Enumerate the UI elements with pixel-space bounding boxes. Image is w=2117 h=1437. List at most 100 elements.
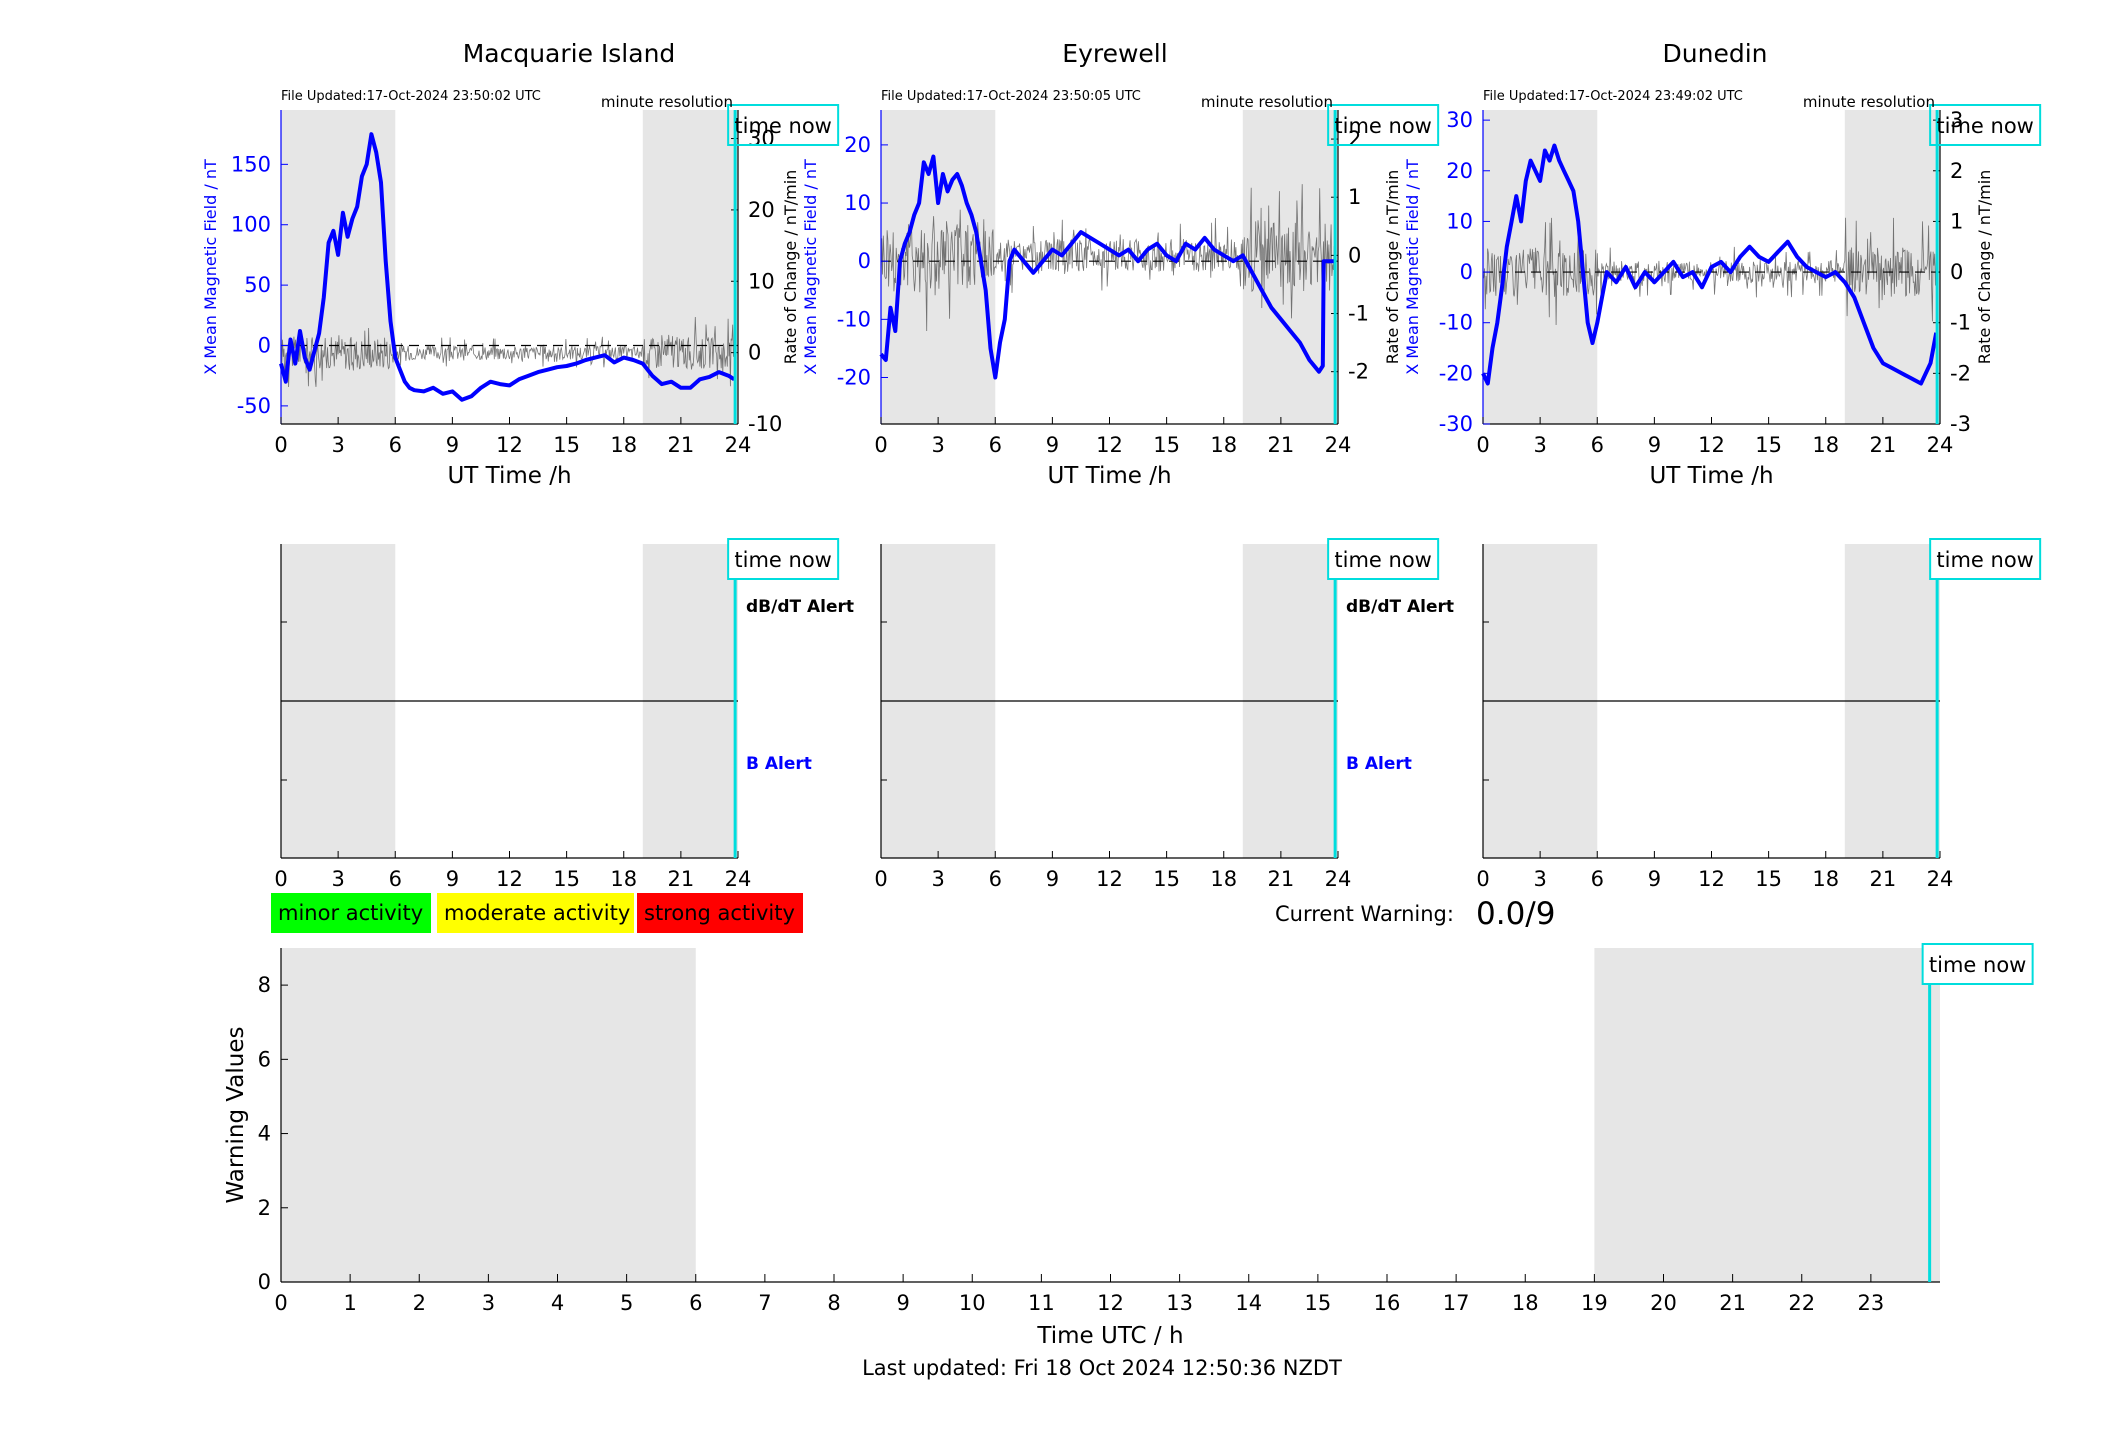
y-tick-label: -10: [837, 307, 871, 331]
x-tick-label: 6: [389, 433, 402, 457]
legend-minor-label: minor activity: [278, 901, 423, 925]
panel-title-eyrewell: Eyrewell: [1062, 39, 1167, 68]
x-tick-label: 11: [1028, 1291, 1055, 1315]
y-tick-label: 100: [231, 213, 271, 237]
y-tick-label: 50: [244, 273, 271, 297]
x-tick-label: 3: [331, 433, 344, 457]
y-axis-label: X Mean Magnetic Field / nT: [801, 159, 820, 375]
file-updated-text: File Updated:17-Oct-2024 23:50:05 UTC: [881, 89, 1141, 104]
file-updated-text: File Updated:17-Oct-2024 23:50:02 UTC: [281, 89, 541, 104]
y2-axis-label-right: Rate of Change / nT/min: [1975, 170, 1994, 365]
y-tick-label: 8: [258, 973, 271, 997]
y-tick-label: -10: [1439, 311, 1473, 335]
x-tick-label: 13: [1166, 1291, 1193, 1315]
x-tick-label: 18: [1512, 1291, 1539, 1315]
y-tick-label: 10: [1446, 209, 1473, 233]
x-tick-label: 9: [1648, 433, 1661, 457]
time-now-label: time now: [1936, 114, 2033, 138]
x-tick-label: 15: [1305, 1291, 1332, 1315]
x-tick-label: 8: [827, 1291, 840, 1315]
x-tick-label: 9: [896, 1291, 909, 1315]
x-tick-label: 15: [1755, 867, 1782, 891]
time-now-label: time now: [1334, 114, 1431, 138]
night-shade-1: [642, 110, 738, 424]
x-tick-label: 18: [1812, 867, 1839, 891]
x-tick-label: 6: [989, 433, 1002, 457]
x-tick-label: 18: [1210, 867, 1237, 891]
y2-tick-label: -10: [748, 412, 782, 436]
y2-tick-label: 20: [748, 198, 775, 222]
legend-strong-swatch: [637, 893, 803, 933]
x-tick-label: 0: [274, 433, 287, 457]
y2-tick-label: -2: [1950, 361, 1971, 385]
y-axis-label: X Mean Magnetic Field / nT: [201, 159, 220, 375]
x-tick-label: 15: [1153, 867, 1180, 891]
x-tick-label: 18: [610, 867, 637, 891]
x-tick-label: 3: [1533, 433, 1546, 457]
x-tick-label: 21: [1870, 867, 1897, 891]
alert-panel-eyrewell: 0 3 6 9 12 15 18 21 24 time now dB/dT Alert B Alert: [874, 538, 1454, 891]
magnetic-field-line: [279, 132, 736, 402]
x-tick-label: 12: [496, 867, 523, 891]
x-tick-label: 9: [1648, 867, 1661, 891]
alert-panel-dunedin: 0 3 6 9 12 15 18 21 24 time now: [1476, 538, 2042, 891]
night-shade-1: [1594, 948, 1940, 1282]
x-tick-label: 18: [610, 433, 637, 457]
x-tick-label: 0: [1476, 867, 1489, 891]
y-tick-label: 20: [1446, 159, 1473, 183]
y2-tick-label: -1: [1348, 302, 1369, 326]
legend-moderate-swatch: [437, 893, 634, 933]
y2-tick-label: 1: [1950, 209, 1963, 233]
x-tick-label: 6: [1591, 867, 1604, 891]
x-axis-label: UT Time /h: [447, 463, 571, 489]
y2-axis-label: Rate of Change / nT/min: [781, 170, 800, 365]
last-updated: Last updated: Fri 18 Oct 2024 12:50:36 N…: [862, 1356, 1342, 1380]
x-tick-label: 10: [959, 1291, 986, 1315]
magnetic-field-line: [1481, 143, 1939, 386]
panel-title-dunedin: Dunedin: [1663, 39, 1768, 68]
resolution-text: minute resolution: [1803, 93, 1935, 111]
time-now-box: [1929, 104, 2042, 146]
x-tick-label: 19: [1581, 1291, 1608, 1315]
activity-legend: minor activity moderate activity strong …: [271, 893, 803, 933]
y-tick-label: 10: [844, 191, 871, 215]
y-tick-label: 4: [258, 1122, 271, 1146]
magnetic-field-line: [879, 154, 1335, 380]
x-tick-label: 24: [725, 433, 752, 457]
x-tick-label: 18: [1210, 433, 1237, 457]
x-tick-label: 1: [343, 1291, 356, 1315]
y-tick-label: -20: [837, 365, 871, 389]
x-tick-label: 12: [1698, 433, 1725, 457]
night-shade-0: [1483, 110, 1598, 424]
file-updated-text: File Updated:17-Oct-2024 23:49:02 UTC: [1483, 89, 1743, 104]
time-now-box: [727, 538, 840, 580]
time-now-box: [1327, 538, 1440, 580]
x-tick-label: 4: [551, 1291, 564, 1315]
resolution-text: minute resolution: [1201, 93, 1333, 111]
y-tick-label: -30: [1439, 412, 1473, 436]
x-tick-label: 17: [1443, 1291, 1470, 1315]
x-tick-label: 24: [725, 867, 752, 891]
current-warning-value: 0.0/9: [1476, 896, 1555, 932]
alert-panel-macquarie: 0 3 6 9 12 15 18 21 24 time now dB/dT Alert B Alert: [274, 538, 854, 891]
y2-tick-label: 2: [1950, 159, 1963, 183]
panel-title-macquarie: Macquarie Island: [463, 39, 676, 68]
x-tick-label: 16: [1374, 1291, 1401, 1315]
x-tick-label: 24: [1927, 433, 1954, 457]
x-tick-label: 21: [1719, 1291, 1746, 1315]
x-axis-label: Time UTC / h: [1036, 1323, 1183, 1349]
x-tick-label: 24: [1325, 867, 1352, 891]
time-now-box: [1929, 538, 2042, 580]
x-tick-label: 23: [1858, 1291, 1885, 1315]
y-tick-label: -20: [1439, 361, 1473, 385]
x-tick-label: 6: [1591, 433, 1604, 457]
y-tick-label: 0: [858, 249, 871, 273]
x-tick-label: 9: [446, 433, 459, 457]
current-warning-label: Current Warning:: [1275, 902, 1454, 926]
x-tick-label: 12: [496, 433, 523, 457]
y2-tick-label: -1: [1950, 311, 1971, 335]
time-now-label: time now: [1936, 548, 2033, 572]
x-tick-label: 6: [389, 867, 402, 891]
resolution-text: minute resolution: [601, 93, 733, 111]
